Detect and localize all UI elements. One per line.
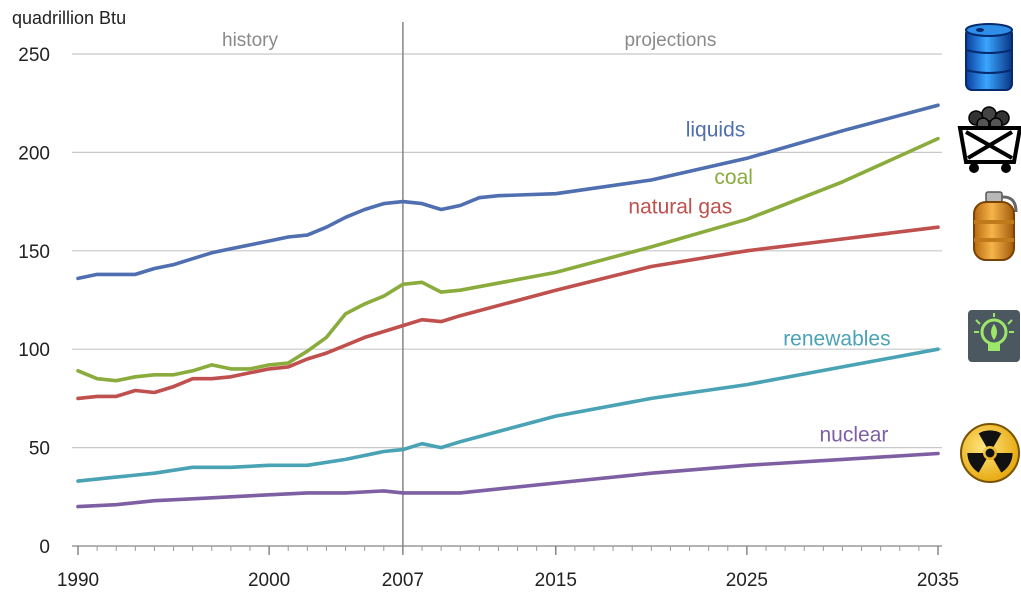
x-tick-label: 2015 xyxy=(535,570,577,591)
period-label: history xyxy=(222,30,278,51)
series-label-coal: coal xyxy=(714,166,753,189)
y-tick-label: 200 xyxy=(18,143,50,164)
series-label-nuclear: nuclear xyxy=(820,424,889,447)
series-line-nuclear xyxy=(76,451,940,509)
y-tick-label: 0 xyxy=(39,537,50,558)
x-tick-label: 2035 xyxy=(917,570,959,591)
grid-lines xyxy=(72,53,942,449)
oil-barrel-icon xyxy=(965,23,1013,91)
series-label-natural-gas: natural gas xyxy=(628,195,732,218)
axes: 0 50 100 150 200 250 1990 2000 2007 2015 2025 2035 h… xyxy=(18,22,959,591)
gas-cylinder-icon xyxy=(973,191,1018,261)
series-line-liquids xyxy=(76,103,940,281)
y-tick-label: 150 xyxy=(18,242,50,263)
series-label-liquids: liquids xyxy=(686,119,746,142)
y-axis-label: quadrillion Btu xyxy=(12,8,127,28)
y-tick-label: 100 xyxy=(18,340,50,361)
x-tick-label: 2007 xyxy=(382,570,424,591)
y-tick-label: 250 xyxy=(18,45,50,66)
series-lines xyxy=(76,103,940,509)
radiation-icon xyxy=(960,423,1020,483)
series-line-natural-gas xyxy=(76,225,940,401)
period-label: projections xyxy=(624,30,716,51)
series-label-renewables: renewables xyxy=(783,327,890,350)
x-tick-label: 2025 xyxy=(726,570,768,591)
coal-cart-icon xyxy=(957,106,1021,173)
series-line-coal xyxy=(76,136,940,383)
series-labels: liquids coal natural gas renewables nuclear xyxy=(628,119,890,447)
x-tick-label: 1990 xyxy=(57,570,99,591)
series-line-renewables xyxy=(76,347,940,483)
light-bulb-icon xyxy=(968,310,1020,362)
x-tick-label: 2000 xyxy=(248,570,290,591)
y-tick-label: 50 xyxy=(29,439,50,460)
